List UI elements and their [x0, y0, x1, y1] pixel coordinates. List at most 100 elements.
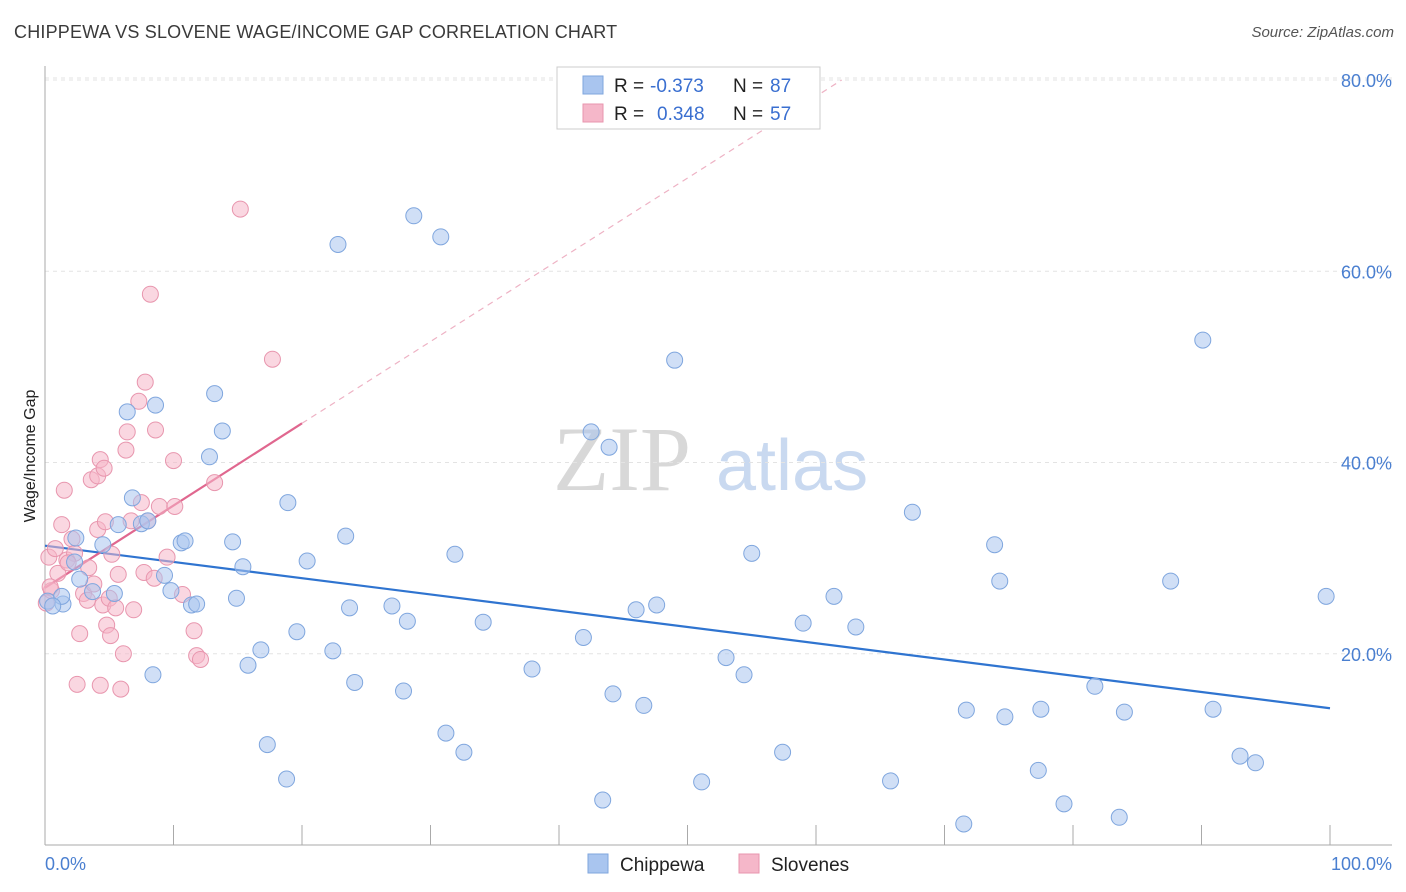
bottom-legend: Chippewa Slovenes [587, 853, 849, 876]
chippewa-point [258, 736, 276, 754]
chippewa-point [600, 438, 618, 456]
bottom-legend-swatch-slovenes [738, 853, 760, 874]
watermark-atlas: atlas [716, 426, 868, 506]
chippewa-point [1086, 677, 1104, 695]
slovenes-point [191, 650, 209, 668]
slovenes-point [71, 625, 89, 643]
slovenes-point [109, 565, 127, 583]
slovenes-point [53, 516, 71, 534]
slovenes-point [114, 645, 132, 663]
chippewa-point [341, 599, 359, 617]
chippewa-point [206, 385, 224, 403]
chippewa-point [1194, 331, 1212, 349]
chippewa-point [955, 815, 973, 833]
slovenes-point [147, 421, 165, 439]
chippewa-point [123, 489, 141, 507]
chippewa-point [337, 527, 355, 545]
y-tick-label: 80.0% [1341, 71, 1392, 91]
chippewa-point [635, 696, 653, 714]
chippewa-point [118, 403, 136, 421]
chippewa-point [882, 772, 900, 790]
x-tick-label-max: 100.0% [1331, 854, 1392, 874]
chippewa-point [903, 503, 921, 521]
slovenes-point [125, 601, 143, 619]
chippewa-point [71, 570, 89, 588]
chippewa-point [278, 770, 296, 788]
slovenes-points [37, 200, 281, 698]
y-tick-labels: 20.0% 40.0% 60.0% 80.0% [1341, 71, 1392, 665]
chippewa-point [1204, 700, 1222, 718]
slovenes-point [150, 497, 168, 515]
chippewa-points [39, 207, 1335, 833]
chippewa-point [1246, 754, 1264, 772]
slovenes-point [91, 676, 109, 694]
chippewa-point [67, 529, 85, 547]
chippewa-point [139, 512, 157, 530]
chippewa-point [991, 572, 1009, 590]
chippewa-point [604, 685, 622, 703]
y-tick-label: 40.0% [1341, 454, 1392, 474]
axes [44, 66, 1392, 846]
slovenes-point [46, 540, 64, 558]
chippewa-point [234, 558, 252, 576]
chippewa-point [213, 422, 231, 440]
chippewa-point [324, 642, 342, 660]
chippewa-point [1317, 587, 1335, 605]
slovenes-point [165, 452, 182, 470]
chippewa-point [176, 532, 194, 550]
chippewa-point [574, 628, 592, 646]
chippewa-point [395, 682, 413, 700]
chippewa-point [398, 612, 416, 630]
chippewa-point [455, 743, 473, 761]
chippewa-point [84, 583, 102, 601]
chippewa-point [227, 589, 245, 607]
y-tick-label: 20.0% [1341, 645, 1392, 665]
legend-r-value-slovenes: 0.348 [657, 104, 705, 125]
chippewa-point [346, 673, 364, 691]
slovenes-point [263, 350, 281, 368]
chippewa-point [594, 791, 612, 809]
chippewa-point [200, 448, 218, 466]
bottom-legend-swatch-chippewa [587, 853, 609, 874]
y-axis-label: Wage/Income Gap [22, 390, 39, 523]
chippewa-point [986, 536, 1004, 554]
chippewa-point [666, 351, 684, 369]
slovenes-point [95, 459, 113, 477]
slovenes-point [136, 373, 154, 391]
slovenes-point [107, 599, 125, 617]
chippewa-point [523, 660, 541, 678]
slovenes-point [158, 548, 176, 566]
chippewa-point [188, 595, 206, 613]
chippewa-point [474, 613, 492, 631]
chippewa-point [1162, 572, 1180, 590]
chippewa-point [279, 494, 297, 512]
slovenes-point [130, 392, 148, 410]
legend-n-value-slovenes: 57 [770, 104, 791, 125]
chippewa-point [44, 597, 62, 615]
slovenes-point [185, 622, 203, 640]
y-tick-label: 60.0% [1341, 262, 1392, 282]
chart-title: CHIPPEWA VS SLOVENE WAGE/INCOME GAP CORR… [14, 22, 618, 42]
slovenes-point [141, 285, 159, 303]
chippewa-point [94, 536, 112, 554]
slovenes-point [102, 627, 120, 645]
chippewa-point [437, 724, 455, 742]
chippewa-point [105, 585, 123, 603]
chippewa-point [794, 614, 812, 632]
slovenes-point [55, 481, 73, 499]
chippewa-point [648, 596, 666, 614]
x-tick-label-min: 0.0% [45, 854, 86, 874]
chippewa-point [239, 656, 257, 674]
chippewa-point [847, 618, 865, 636]
chippewa-point [1115, 703, 1133, 721]
chippewa-point [66, 553, 84, 571]
chippewa-point [298, 552, 316, 570]
chippewa-point [147, 396, 165, 414]
trend-lines [44, 79, 1331, 710]
chippewa-point [405, 207, 423, 225]
chippewa-point [693, 773, 711, 791]
bottom-legend-chippewa: Chippewa [620, 855, 705, 876]
chippewa-point [288, 623, 306, 641]
chippewa-point [162, 582, 180, 600]
chippewa-trend-line [44, 544, 1331, 710]
